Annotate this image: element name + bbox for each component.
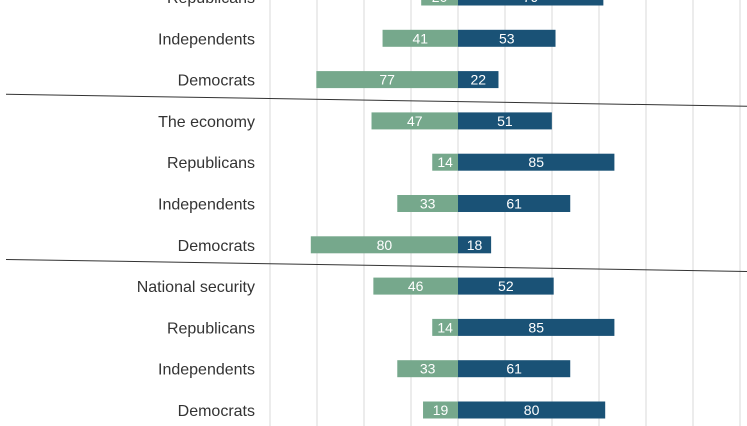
bar-right-value: 18 bbox=[467, 237, 483, 253]
bar-left bbox=[432, 153, 458, 171]
bar-right-value: 85 bbox=[528, 319, 544, 335]
bar-right bbox=[458, 360, 571, 378]
group-divider bbox=[5, 93, 747, 107]
bar-right-value: 61 bbox=[506, 361, 522, 377]
bar-right bbox=[458, 277, 554, 295]
row-label: National security bbox=[137, 279, 255, 296]
bar-right-value: 80 bbox=[524, 402, 540, 418]
group-divider bbox=[5, 258, 747, 272]
row-label: Democrats bbox=[178, 238, 255, 255]
row-label: Republicans bbox=[167, 155, 255, 172]
bar-right bbox=[458, 401, 606, 419]
bar-left bbox=[397, 360, 458, 378]
bar-left-value: 46 bbox=[408, 278, 424, 294]
bar-left-value: 80 bbox=[377, 237, 393, 253]
bar-left-value: 33 bbox=[420, 361, 436, 377]
bar-right-value: 53 bbox=[499, 30, 515, 46]
bars: 20 79 41 53 77 22 47 51 14 85 33 61 80 18 46 52 14 85 33 61… bbox=[310, 0, 615, 419]
bar-right bbox=[458, 112, 552, 130]
bar-left bbox=[310, 236, 458, 254]
bar-left bbox=[423, 401, 458, 419]
row-label: Independents bbox=[158, 362, 255, 379]
bar-left bbox=[316, 71, 458, 89]
row-label: Republicans bbox=[167, 0, 255, 7]
bar-right bbox=[458, 195, 571, 212]
row-label: Democrats bbox=[178, 73, 255, 90]
row-label: Democrats bbox=[178, 403, 255, 420]
bar-left-value: 20 bbox=[432, 0, 448, 5]
bar-right bbox=[458, 153, 615, 171]
row-label: Independents bbox=[158, 31, 255, 48]
bar-left bbox=[432, 318, 458, 336]
row-label: Independents bbox=[158, 197, 255, 214]
row-label: The economy bbox=[158, 114, 255, 131]
bar-right-value: 51 bbox=[497, 113, 513, 129]
gridlines bbox=[269, 0, 741, 426]
bar-right-value: 61 bbox=[506, 196, 522, 212]
bar-left-value: 14 bbox=[437, 319, 453, 335]
bar-right-value: 79 bbox=[523, 0, 539, 5]
bar-left bbox=[382, 29, 458, 47]
bar-right bbox=[458, 71, 499, 89]
bar-left-value: 14 bbox=[437, 154, 453, 170]
bar-left-value: 19 bbox=[433, 402, 449, 418]
bar-left bbox=[371, 112, 458, 130]
group-dividers bbox=[5, 93, 747, 272]
row-labels: Republicans Independents Democrats The econ… bbox=[137, 0, 255, 420]
bar-left-value: 77 bbox=[379, 72, 395, 88]
bar-right bbox=[458, 0, 604, 6]
bar-left-value: 33 bbox=[420, 196, 436, 212]
bar-right bbox=[458, 236, 492, 254]
bar-left-value: 41 bbox=[412, 30, 428, 46]
bar-right-value: 85 bbox=[528, 154, 544, 170]
bar-left bbox=[373, 277, 458, 295]
bar-right-value: 52 bbox=[498, 278, 514, 294]
row-label: Republicans bbox=[167, 320, 255, 337]
bar-right bbox=[458, 318, 615, 336]
bar-left bbox=[397, 195, 458, 212]
bar-right bbox=[458, 29, 556, 47]
bar-left bbox=[421, 0, 458, 6]
bar-left-value: 47 bbox=[407, 113, 423, 129]
bar-right-value: 22 bbox=[470, 72, 486, 88]
